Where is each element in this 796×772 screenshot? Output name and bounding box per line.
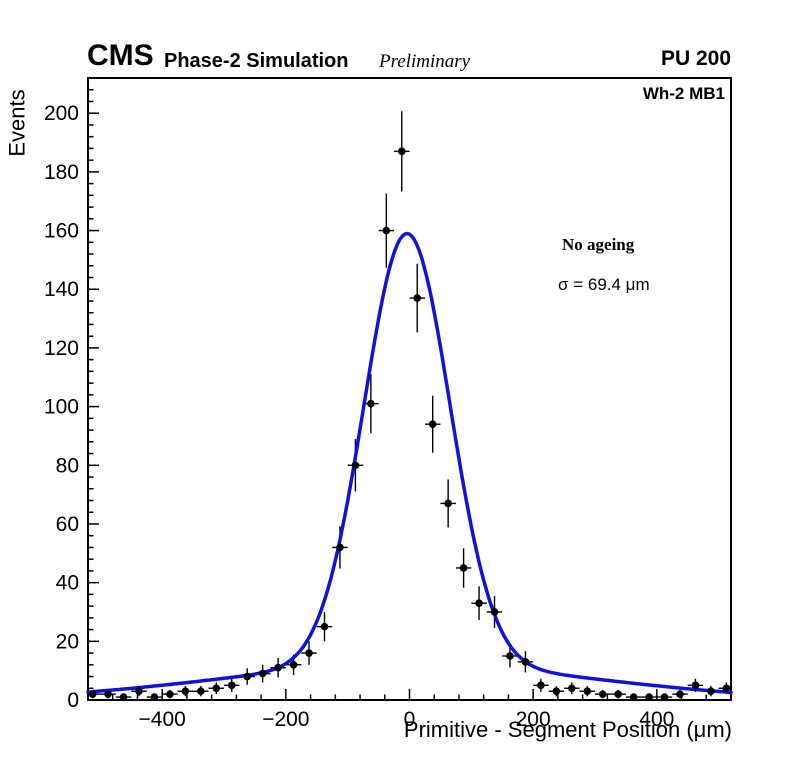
data-point [475, 599, 483, 607]
data-point [166, 690, 174, 698]
fit-curve [86, 231, 733, 695]
simulation-label: Phase-2 Simulation [164, 50, 349, 72]
data-point [413, 294, 422, 302]
data-point [521, 658, 530, 666]
data-point [227, 681, 236, 690]
y-axis-tick-label: 120 [44, 337, 79, 360]
data-point [676, 690, 684, 698]
data-point [135, 687, 143, 695]
data-point [243, 672, 252, 681]
data-point [258, 669, 267, 678]
x-axis-title: Primitive - Segment Position (μm) [403, 717, 732, 742]
data-point [351, 461, 360, 470]
data-point [305, 649, 313, 657]
y-axis-tick-label: 160 [44, 220, 79, 243]
x-axis-tick-label: −200 [262, 708, 309, 731]
pileup-label: PU 200 [660, 47, 731, 70]
data-point [428, 420, 437, 429]
cms-label: CMS [87, 39, 154, 72]
data-point [614, 690, 622, 698]
data-point [552, 687, 561, 695]
data-point [598, 690, 607, 698]
data-point [629, 693, 638, 701]
y-axis-tick-label: 20 [56, 630, 79, 653]
data-point [104, 690, 112, 698]
y-axis-tick-label: 100 [44, 396, 79, 419]
data-point [660, 693, 669, 701]
data-point [289, 660, 298, 669]
x-axis-tick-label: −400 [139, 708, 186, 731]
data-point [397, 147, 406, 156]
data-point [181, 687, 190, 695]
data-point [459, 564, 468, 572]
data-point [382, 226, 391, 235]
data-point [707, 687, 715, 695]
data-point [320, 622, 329, 631]
x-axis-tick-label: 200 [516, 708, 551, 731]
data-point [691, 681, 700, 690]
y-axis-tick-label: 180 [44, 161, 79, 184]
data-point [645, 693, 653, 701]
y-axis-tick-label: 80 [56, 454, 79, 477]
y-axis-title: Events [4, 89, 30, 157]
y-axis-tick-label: 60 [56, 513, 79, 536]
plot-frame [87, 77, 732, 701]
data-point [506, 652, 514, 660]
data-point [88, 690, 97, 698]
wheel-station-label: Wh-2 MB1 [642, 84, 725, 103]
data-point [722, 684, 731, 693]
data-point [444, 499, 452, 508]
preliminary-label: Preliminary [379, 51, 471, 72]
data-point [367, 399, 375, 408]
data-point [150, 693, 159, 701]
ageing-scenario-label: No ageing [562, 235, 635, 254]
y-axis-tick-label: 40 [56, 572, 79, 595]
y-axis-tick-label: 140 [44, 278, 79, 301]
y-axis-tick-label: 200 [44, 102, 79, 125]
data-point [583, 687, 592, 695]
data-point [212, 684, 221, 693]
x-axis-tick-label: 400 [639, 708, 674, 731]
data-point [567, 684, 576, 693]
data-point [537, 681, 545, 690]
sigma-value-label: σ = 69.4 μm [558, 275, 650, 294]
data-point [119, 693, 128, 701]
data-point [274, 663, 282, 672]
data-point [197, 687, 205, 695]
data-point [490, 608, 499, 616]
y-axis-tick-label: 0 [67, 689, 79, 712]
data-point [336, 543, 344, 552]
x-axis-tick-label: 0 [404, 708, 416, 731]
